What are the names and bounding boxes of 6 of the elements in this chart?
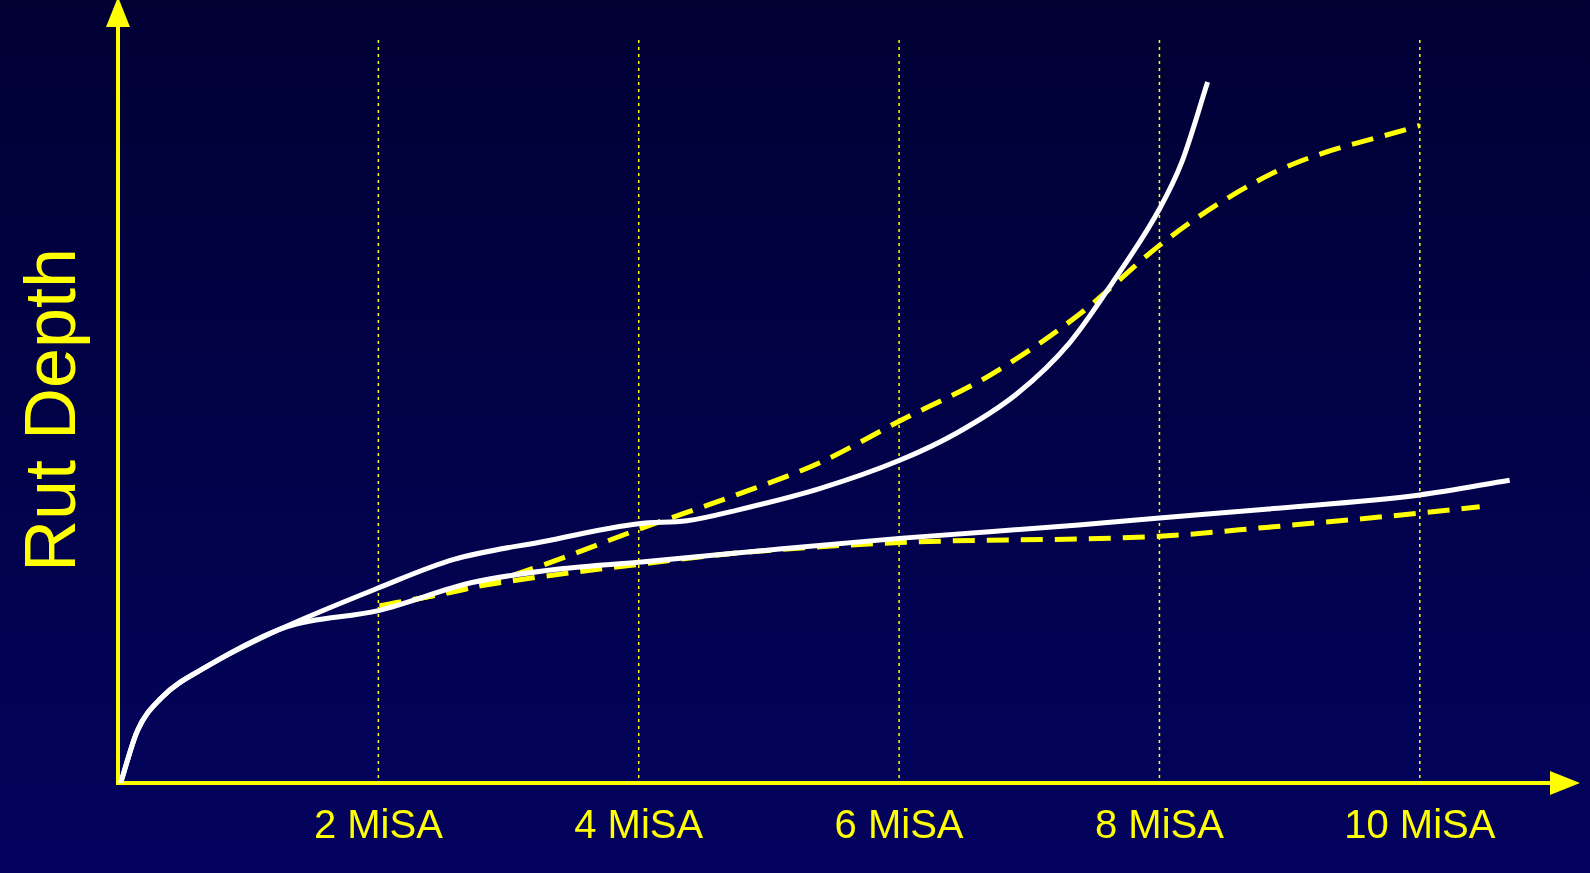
x-tick-label: 4 MiSA (574, 802, 704, 847)
y-axis-title: Rut Depth (9, 247, 91, 573)
x-tick-label: 6 MiSA (834, 802, 964, 847)
x-tick-label: 10 MiSA (1344, 802, 1496, 847)
x-tick-label: 8 MiSA (1094, 802, 1225, 847)
x-tick-label: 2 MiSA (313, 802, 444, 847)
